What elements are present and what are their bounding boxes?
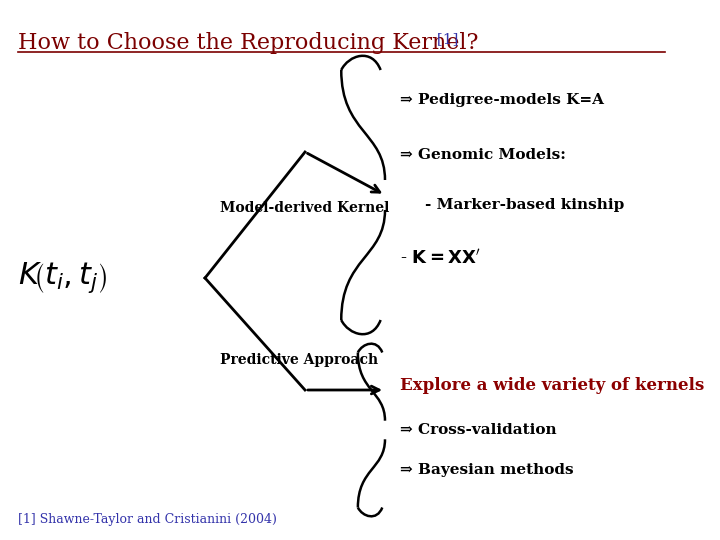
Text: - Marker-based kinship: - Marker-based kinship bbox=[425, 198, 624, 212]
Text: ⇒ Pedigree-models K=A: ⇒ Pedigree-models K=A bbox=[400, 93, 604, 107]
Text: Predictive Approach: Predictive Approach bbox=[220, 353, 378, 367]
Text: - $\mathbf{K = XX^{\prime}}$: - $\mathbf{K = XX^{\prime}}$ bbox=[400, 248, 481, 267]
Text: ⇒ Genomic Models:: ⇒ Genomic Models: bbox=[400, 148, 566, 162]
Text: How to Choose the Reproducing Kernel?: How to Choose the Reproducing Kernel? bbox=[18, 32, 478, 54]
Text: [1]: [1] bbox=[432, 32, 459, 46]
Text: Explore a wide variety of kernels: Explore a wide variety of kernels bbox=[400, 376, 704, 394]
Text: ⇒ Cross-validation: ⇒ Cross-validation bbox=[400, 423, 557, 437]
Text: ⇒ Bayesian methods: ⇒ Bayesian methods bbox=[400, 463, 574, 477]
Text: $K\!\left(t_i,t_j\right)$: $K\!\left(t_i,t_j\right)$ bbox=[18, 260, 107, 295]
Text: Model-derived Kernel: Model-derived Kernel bbox=[220, 201, 390, 215]
Text: [1] Shawne-Taylor and Cristianini (2004): [1] Shawne-Taylor and Cristianini (2004) bbox=[18, 514, 277, 526]
